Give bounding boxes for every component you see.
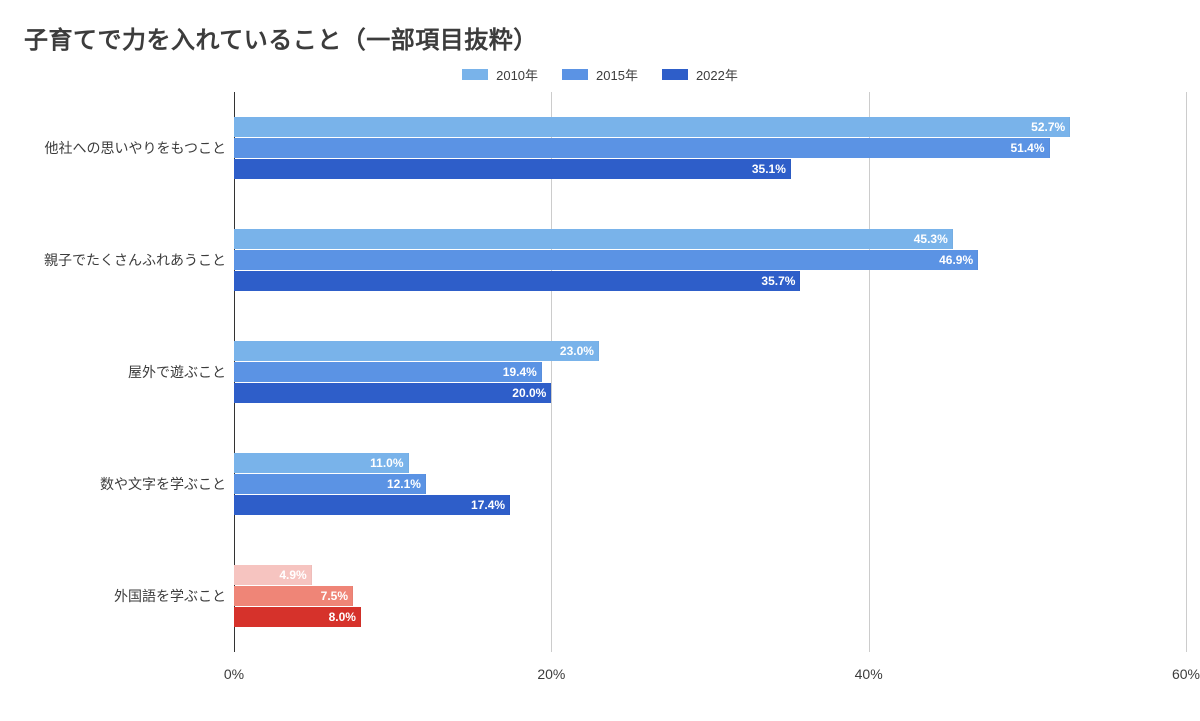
gridline <box>1186 92 1187 652</box>
bar-value-label: 7.5% <box>321 589 348 603</box>
bar-value-label: 20.0% <box>512 386 546 400</box>
bar: 46.9% <box>234 250 978 270</box>
bar-value-label: 8.0% <box>329 610 356 624</box>
bar: 51.4% <box>234 138 1050 158</box>
x-tick-label: 20% <box>537 666 565 682</box>
legend-item: 2015年 <box>562 65 638 84</box>
bar-value-label: 17.4% <box>471 498 505 512</box>
category-group: 他社への思いやりをもつこと 52.7% 51.4% 35.1% <box>14 117 1186 179</box>
bar: 7.5% <box>234 586 353 606</box>
bar: 35.1% <box>234 159 791 179</box>
legend-label: 2010年 <box>496 65 538 84</box>
bar-set: 52.7% 51.4% 35.1% <box>234 117 1186 179</box>
category-label: 数や文字を学ぶこと <box>14 474 234 494</box>
legend-swatch <box>462 69 488 80</box>
bar: 45.3% <box>234 229 953 249</box>
bar-groups: 他社への思いやりをもつこと 52.7% 51.4% 35.1% 親子でたくさんふれあうこ… <box>14 92 1186 652</box>
bar-value-label: 12.1% <box>387 477 421 491</box>
bar-set: 23.0% 19.4% 20.0% <box>234 341 1186 403</box>
bar: 52.7% <box>234 117 1070 137</box>
bar-value-label: 19.4% <box>503 365 537 379</box>
bar-value-label: 45.3% <box>914 232 948 246</box>
bar: 12.1% <box>234 474 426 494</box>
bar-set: 45.3% 46.9% 35.7% <box>234 229 1186 291</box>
legend-item: 2010年 <box>462 65 538 84</box>
plot-area: 他社への思いやりをもつこと 52.7% 51.4% 35.1% 親子でたくさんふれあうこ… <box>14 92 1186 652</box>
x-tick-label: 40% <box>855 666 883 682</box>
bar-value-label: 4.9% <box>279 568 306 582</box>
category-label: 他社への思いやりをもつこと <box>14 138 234 158</box>
legend-swatch <box>662 69 688 80</box>
bar: 11.0% <box>234 453 409 473</box>
category-label: 外国語を学ぶこと <box>14 586 234 606</box>
bar: 4.9% <box>234 565 312 585</box>
category-label: 親子でたくさんふれあうこと <box>14 250 234 270</box>
bar-value-label: 23.0% <box>560 344 594 358</box>
bar: 8.0% <box>234 607 361 627</box>
x-tick-label: 0% <box>224 666 244 682</box>
x-axis: 0%20%40%60% <box>14 658 1186 678</box>
bar-value-label: 52.7% <box>1031 120 1065 134</box>
bar: 17.4% <box>234 495 510 515</box>
category-group: 数や文字を学ぶこと 11.0% 12.1% 17.4% <box>14 453 1186 515</box>
x-tick-label: 60% <box>1172 666 1200 682</box>
bar: 19.4% <box>234 362 542 382</box>
bar-value-label: 35.7% <box>761 274 795 288</box>
legend-item: 2022年 <box>662 65 738 84</box>
bar: 35.7% <box>234 271 800 291</box>
legend-label: 2015年 <box>596 65 638 84</box>
category-group: 親子でたくさんふれあうこと 45.3% 46.9% 35.7% <box>14 229 1186 291</box>
category-group: 屋外で遊ぶこと 23.0% 19.4% 20.0% <box>14 341 1186 403</box>
chart-legend: 2010年 2015年 2022年 <box>14 65 1186 84</box>
legend-label: 2022年 <box>696 65 738 84</box>
bar-set: 11.0% 12.1% 17.4% <box>234 453 1186 515</box>
bar-value-label: 35.1% <box>752 162 786 176</box>
category-label: 屋外で遊ぶこと <box>14 362 234 382</box>
legend-swatch <box>562 69 588 80</box>
bar-set: 4.9% 7.5% 8.0% <box>234 565 1186 627</box>
chart-title: 子育てで力を入れていること（一部項目抜粋） <box>24 20 1186 55</box>
bar: 20.0% <box>234 383 551 403</box>
category-group: 外国語を学ぶこと 4.9% 7.5% 8.0% <box>14 565 1186 627</box>
bar: 23.0% <box>234 341 599 361</box>
chart-container: 子育てで力を入れていること（一部項目抜粋） 2010年 2015年 2022年 他社… <box>0 0 1200 721</box>
bar-value-label: 46.9% <box>939 253 973 267</box>
bar-value-label: 11.0% <box>370 456 403 470</box>
bar-value-label: 51.4% <box>1011 141 1045 155</box>
